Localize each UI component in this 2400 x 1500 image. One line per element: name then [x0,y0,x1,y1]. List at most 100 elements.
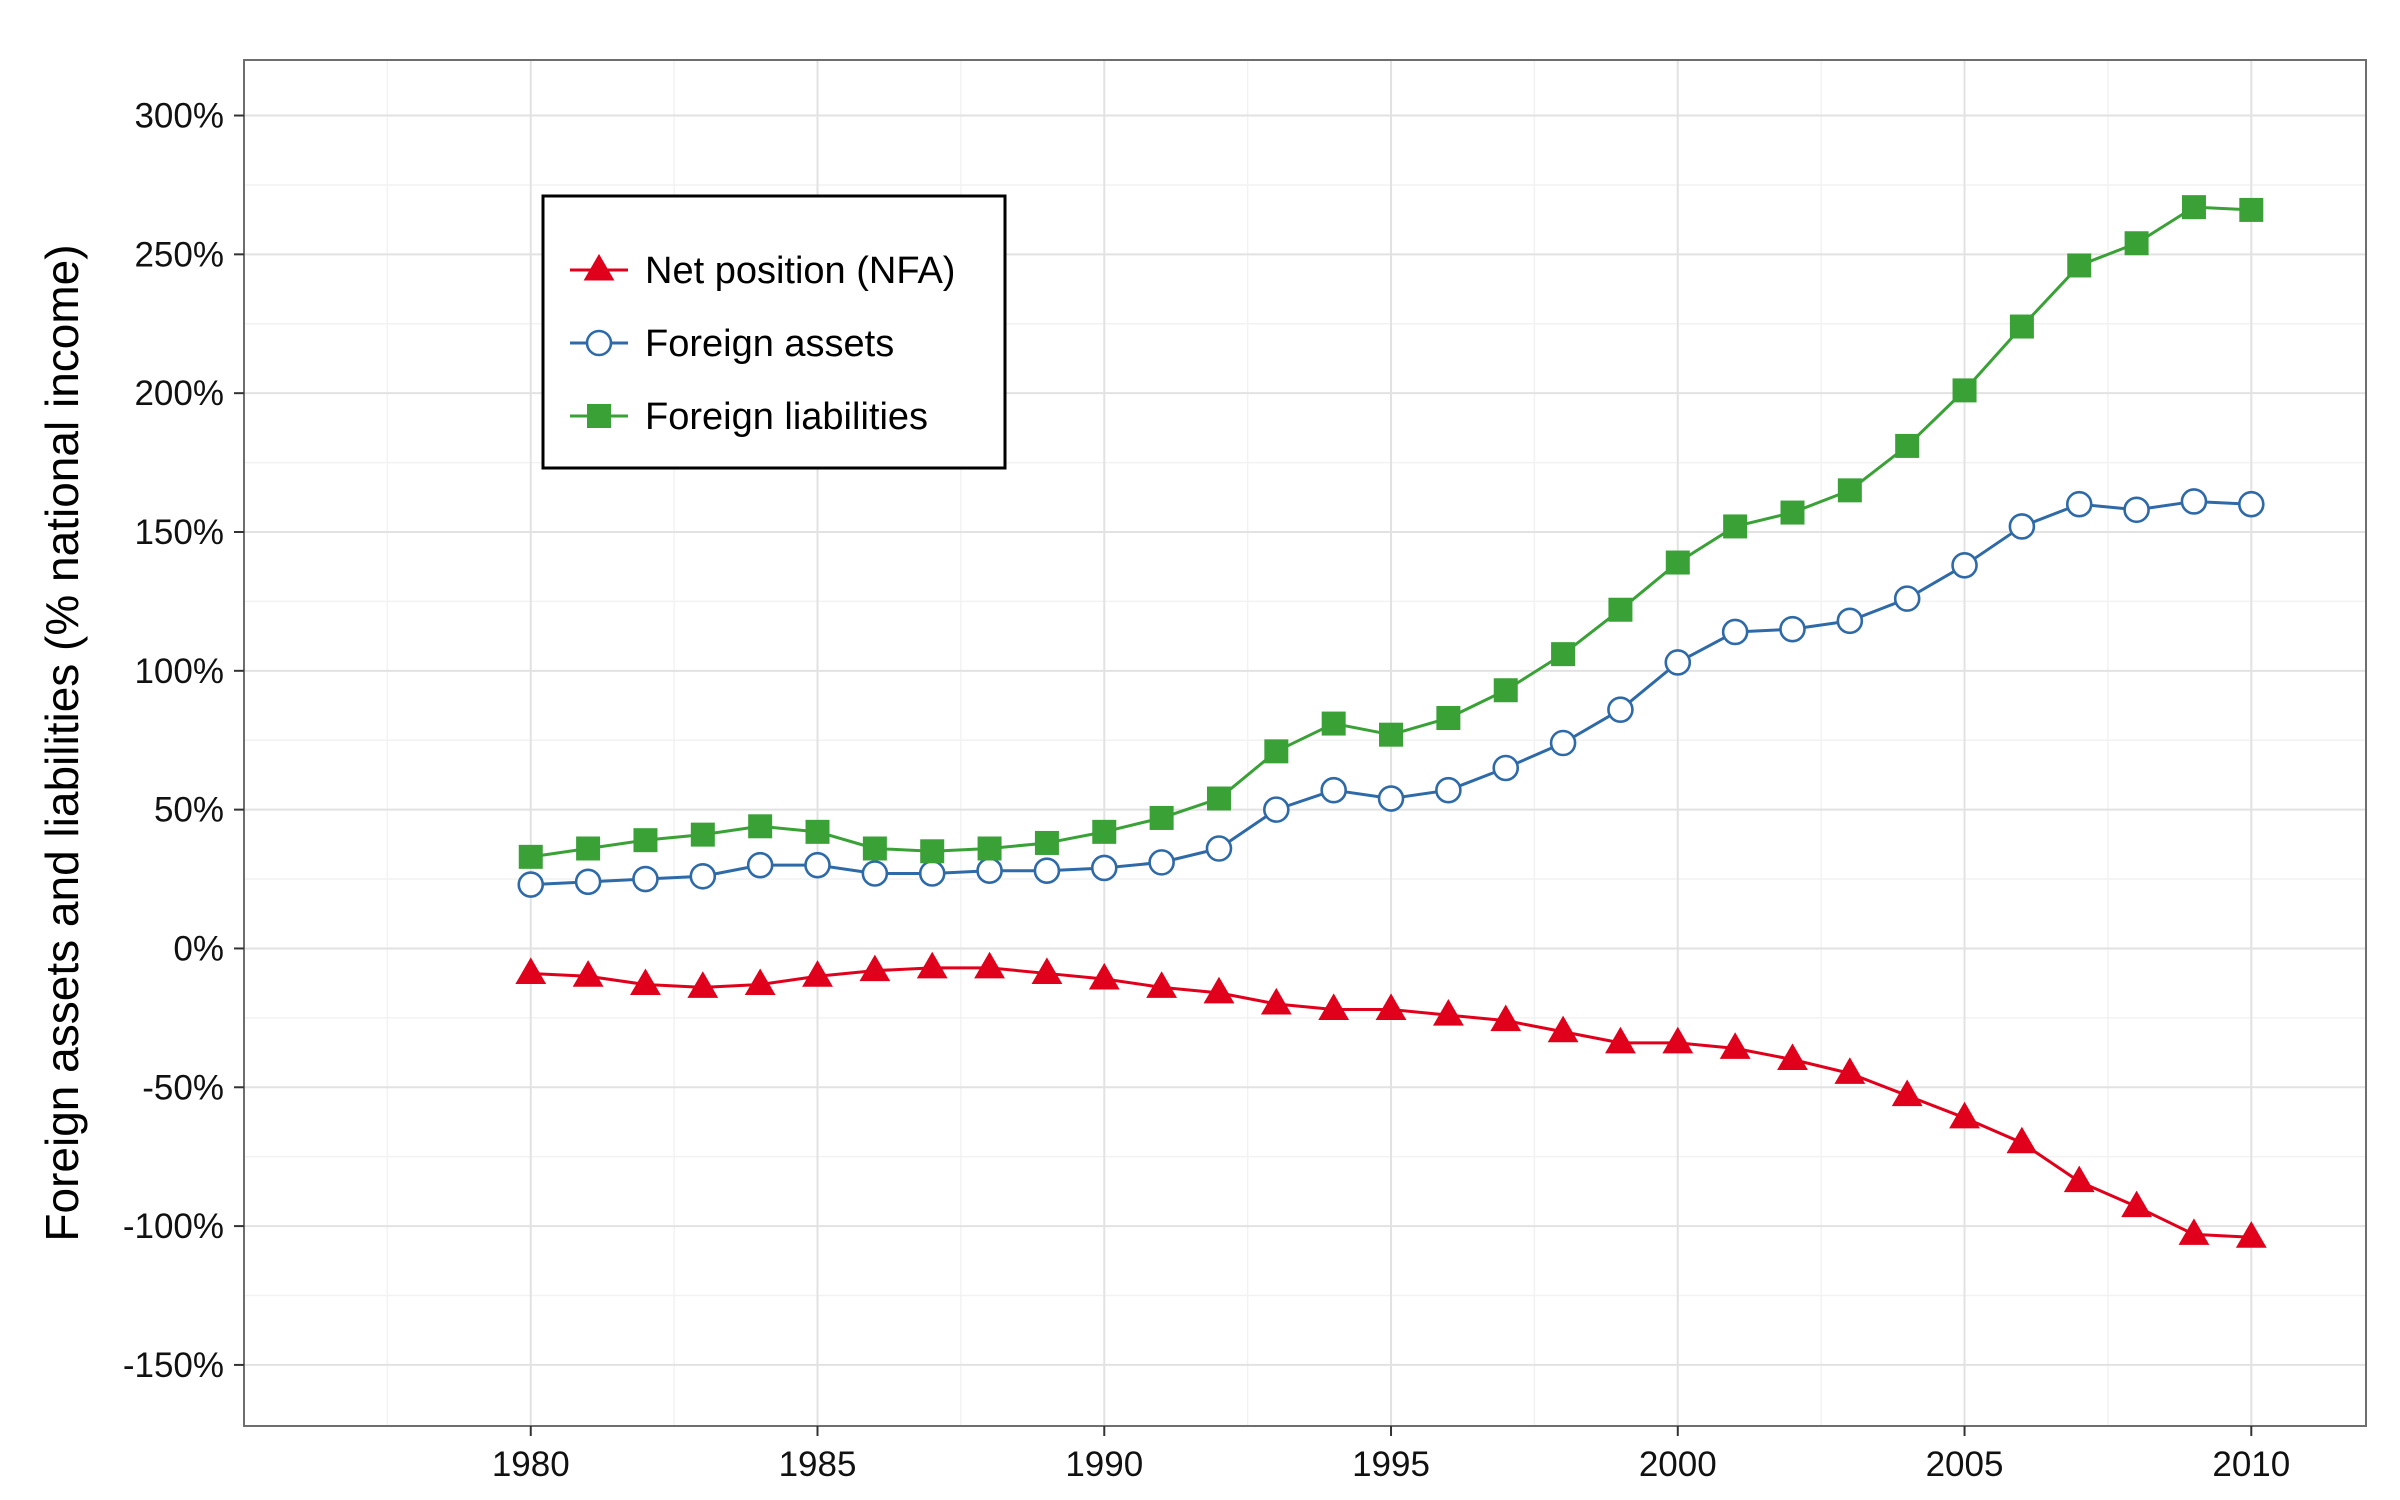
net-position-point [916,951,948,979]
y-tick-label: -100% [123,1207,224,1246]
net-position-point [802,960,833,987]
foreign-assets-point [1090,854,1118,882]
foreign-assets-point [1263,796,1290,823]
foreign-assets-point [861,860,889,887]
legend-box [541,194,1007,470]
foreign-liabilities-point [1149,805,1174,830]
foreign-assets-point [1033,857,1061,885]
foreign-liabilities-point [1780,500,1805,525]
foreign-liabilities-point [1264,739,1289,764]
y-tick-label: 0% [173,929,224,968]
foreign-liabilities-point [1665,550,1690,575]
foreign-assets-point [1951,552,1978,579]
net-position-point [2063,1165,2095,1193]
foreign-assets-point [2065,490,2093,518]
foreign-assets-point [1492,754,1520,782]
foreign-assets-point [1836,607,1864,635]
foreign-assets-point [1377,785,1405,812]
net-position-point [1031,957,1063,984]
foreign-assets-point [1607,696,1634,723]
major-gridlines [244,60,2366,1426]
net-position-point [572,960,604,987]
net-position-point [687,971,719,998]
foreign-assets-point [1435,776,1462,804]
foreign-assets-point [689,862,717,890]
foreign-liabilities-legend-label: Foreign liabilities [645,396,928,438]
foreign-liabilities-point [690,822,715,847]
foreign-assets-point [1664,649,1692,676]
series-markers [515,195,2267,1248]
net-position-point [1375,993,1407,1021]
foreign-assets-point [1205,835,1233,862]
foreign-assets-point [746,851,774,879]
net-position-point [1834,1057,1866,1084]
foreign-liabilities-point [633,828,658,853]
foreign-assets-point [1148,849,1175,876]
foreign-liabilities-point [748,814,773,839]
foreign-assets-point [2123,496,2150,524]
foreign-liabilities-point [1436,706,1461,731]
foreign-assets-legend-label: Foreign assets [645,323,894,365]
foreign-assets-point [1893,585,1921,612]
x-tick-label: 1985 [779,1445,857,1484]
x-tick-label: 1995 [1352,1445,1430,1484]
foreign-liabilities-point [805,819,830,844]
y-tick-label: -50% [142,1068,224,1107]
foreign-assets-point [1320,776,1347,804]
y-axis-title: Foreign assets and liabilities (% nation… [36,244,88,1241]
net-position-point [744,968,776,996]
net-position-point [1777,1043,1808,1071]
foreign-assets-point [804,851,831,879]
y-axis: -150% -100% -50% 0% 50% 100% 150% 200% 250% 300% [123,97,244,1385]
net-position-point [1088,962,1120,990]
y-tick-label: 150% [134,513,224,552]
net-position-point [1891,1079,1923,1107]
foreign-liabilities-point [2067,253,2092,278]
foreign-assets-point [1549,729,1577,757]
foreign-assets-point [2008,513,2036,540]
y-tick-label: 250% [134,235,224,274]
foreign-assets-point [1779,615,1806,643]
net-position-point [1490,1004,1522,1032]
foreign-liabilities-point [1608,597,1633,622]
net-position-point [1949,1101,1980,1129]
foreign-liabilities-point [1206,786,1231,811]
foreign-liabilities-point [1493,678,1518,703]
foreign-liabilities-point [920,839,945,864]
net-position-point [2178,1218,2210,1245]
legend: Net position (NFA) Foreign assets Foreign … [541,194,1007,470]
net-position-point [630,968,661,996]
foreign-assets-point [976,857,1003,885]
y-tick-label: 100% [134,652,224,691]
plot-border [243,59,2367,1427]
x-axis: 1980 1985 1990 1995 2000 2005 2010 [492,1426,2290,1484]
foreign-assets-point [1721,618,1749,646]
net-position-point [859,954,891,982]
net-position-point [1146,971,1178,998]
foreign-assets-point [517,871,545,898]
x-tick-label: 2010 [2212,1445,2290,1484]
net-position-point [1605,1026,1636,1054]
foreign-liabilities-point [518,844,543,869]
foreign-assets-legend-marker [585,329,613,357]
y-tick-label: 300% [134,97,224,136]
foreign-liabilities-point [1379,722,1404,747]
x-tick-label: 1980 [492,1445,570,1484]
foreign-assets-point [632,865,659,893]
net-position-point [1260,987,1292,1015]
x-tick-label: 2000 [1639,1445,1717,1484]
foreign-liabilities-point [2009,314,2034,339]
foreign-liabilities-point [1895,433,1920,458]
net-position-point [974,951,1005,979]
foreign-liabilities-point [2124,231,2149,256]
foreign-assets-point [2237,490,2265,518]
foreign-liabilities-point [1034,830,1059,855]
minor-gridlines [244,60,2366,1426]
net-position-point [2006,1126,2038,1154]
net-position-point [1662,1026,1694,1054]
y-tick-label: 200% [134,374,224,413]
foreign-liabilities-point [1092,819,1117,844]
foreign-liabilities-point [2239,197,2264,222]
